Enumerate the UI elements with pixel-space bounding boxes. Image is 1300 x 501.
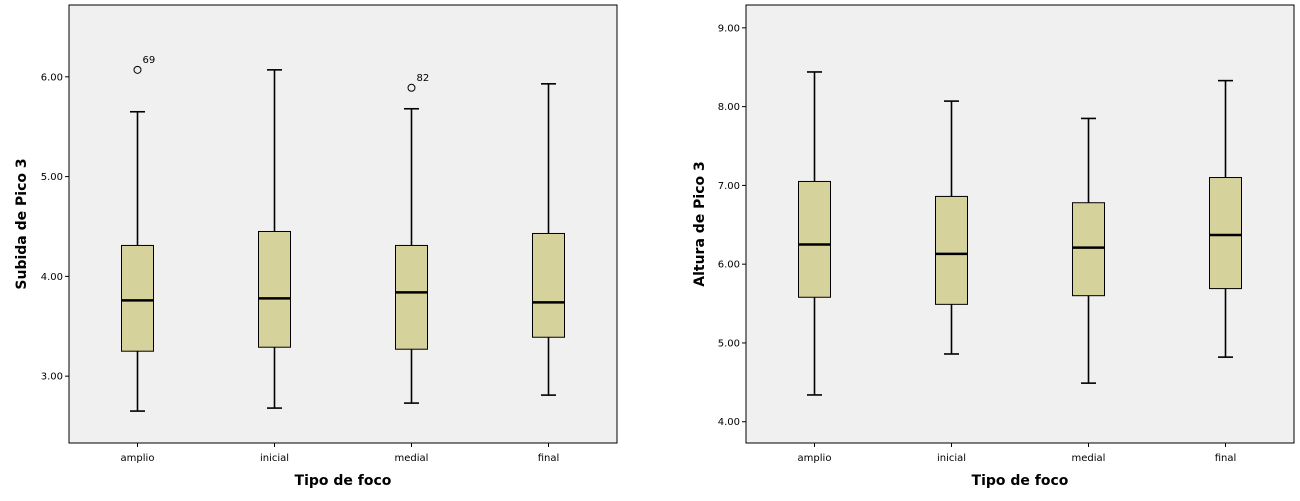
iqr-box — [395, 244, 428, 350]
y-tick-label: 4.00 — [41, 272, 63, 283]
chart-1-marks: 4.00 5.00 6.00 7.00 8.00 9.00 amplio inicial med… — [718, 23, 1242, 464]
x-tick-label-inicial: inicial — [260, 453, 289, 464]
x-tick-label-amplio: amplio — [798, 453, 832, 464]
box-final — [1209, 79, 1242, 358]
iqr-box — [258, 230, 291, 348]
x-tick-label-amplio: amplio — [121, 453, 155, 464]
chart-altura-de-pico-3: Altura de Pico 3 Tipo de foco 4.00 5.00 6.… — [692, 4, 1295, 489]
x-tick-label-final: final — [1215, 453, 1237, 464]
y-tick-label: 9.00 — [718, 23, 740, 34]
chart-subida-de-pico-3: Subida de Pico 3 Tipo de foco 3.00 4.00 5.… — [14, 4, 618, 489]
x-axis-title: Tipo de foco — [295, 473, 392, 489]
y-tick-label: 4.00 — [718, 417, 740, 428]
y-tick-label: 6.00 — [41, 72, 63, 83]
iqr-box — [1072, 202, 1105, 297]
outlier-point — [407, 83, 416, 92]
box-amplio — [798, 71, 831, 396]
y-tick-label: 6.00 — [718, 260, 740, 271]
x-tick-label-medial: medial — [395, 453, 429, 464]
iqr-box — [935, 195, 968, 305]
y-tick-label: 3.00 — [41, 372, 63, 383]
y-tick-label: 8.00 — [718, 102, 740, 113]
x-tick-label-inicial: inicial — [937, 453, 966, 464]
iqr-box — [1209, 177, 1242, 290]
y-axis-title: Subida de Pico 3 — [14, 158, 30, 289]
iqr-box — [121, 244, 154, 352]
chart-0-marks: 3.00 4.00 5.00 6.00 amplio inicial medial final… — [41, 55, 565, 464]
iqr-box — [798, 180, 831, 298]
iqr-box — [532, 232, 565, 338]
box-inicial — [258, 69, 291, 409]
y-tick-label: 5.00 — [718, 338, 740, 349]
box-amplio — [121, 110, 154, 412]
box-inicial — [935, 100, 968, 355]
outlier-point — [133, 65, 142, 74]
outlier-label: 82 — [417, 73, 430, 84]
box-medial — [395, 107, 428, 404]
y-tick-label: 5.00 — [41, 172, 63, 183]
box-medial — [1072, 117, 1105, 384]
outlier-label: 69 — [143, 55, 156, 66]
y-axis-title: Altura de Pico 3 — [692, 161, 708, 287]
x-tick-label-final: final — [538, 453, 560, 464]
plot-area — [745, 4, 1295, 444]
y-tick-label: 7.00 — [718, 181, 740, 192]
x-axis-title: Tipo de foco — [972, 473, 1069, 489]
box-final — [532, 83, 565, 396]
plot-area — [68, 4, 618, 444]
x-tick-label-medial: medial — [1072, 453, 1106, 464]
